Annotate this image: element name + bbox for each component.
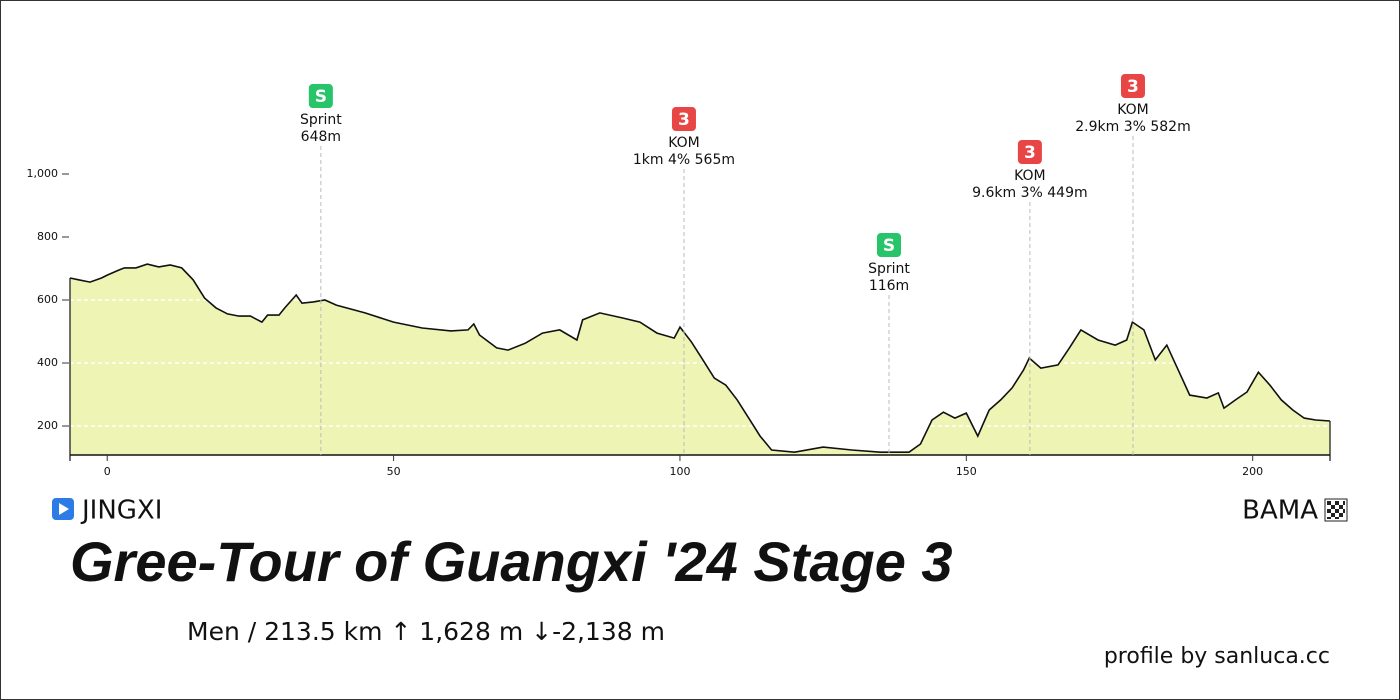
y-tick-label: 600 — [37, 293, 58, 306]
x-tick-label: 150 — [956, 465, 977, 478]
marker-badge — [1120, 74, 1145, 98]
x-tick-label: 0 — [104, 465, 111, 478]
y-tick-label: 800 — [37, 230, 58, 243]
marker-label: KOM — [1014, 168, 1046, 184]
marker-detail: 2.9km 3% 582m — [1075, 119, 1190, 135]
marker-icon: 3 — [1127, 77, 1139, 97]
marker-badge — [877, 233, 901, 257]
marker-label: KOM — [668, 135, 700, 151]
marker-icon: 3 — [678, 110, 690, 130]
credit: profile by sanluca.cc — [1104, 644, 1330, 669]
profile-line — [69, 263, 1331, 454]
marker-detail: 648m — [301, 129, 341, 145]
marker-icon: 3 — [1024, 143, 1036, 163]
marker-badge — [1017, 140, 1042, 164]
marker-label: KOM — [1117, 102, 1149, 118]
x-tick-label: 50 — [387, 465, 401, 478]
x-tick-label: 200 — [1242, 465, 1263, 478]
x-tick-label: 100 — [669, 465, 690, 478]
marker-icon: S — [883, 236, 895, 256]
chart-title: Gree-Tour of Guangxi '24 Stage 3 — [70, 530, 953, 593]
start-icon-arrow — [59, 503, 69, 515]
finish-label: BAMA — [1242, 496, 1318, 526]
start-label: JINGXI — [80, 496, 162, 526]
marker-icon: S — [315, 87, 327, 107]
marker-badge — [671, 107, 696, 131]
marker-badge — [308, 84, 333, 108]
marker-label: Sprint — [300, 112, 342, 128]
profile-area — [70, 264, 1330, 455]
marker-detail: 116m — [869, 278, 909, 294]
marker-label: Sprint — [868, 261, 910, 277]
marker-detail: 1km 4% 565m — [633, 152, 735, 168]
marker-detail: 9.6km 3% 449m — [972, 185, 1087, 201]
finish-flag — [1324, 498, 1348, 522]
subtitle: Men / 213.5 km ↑ 1,628 m ↓-2,138 m — [187, 617, 665, 646]
y-tick-label: 400 — [37, 356, 58, 369]
y-tick-label: 1,000 — [27, 167, 59, 180]
y-tick-label: 200 — [37, 419, 58, 432]
